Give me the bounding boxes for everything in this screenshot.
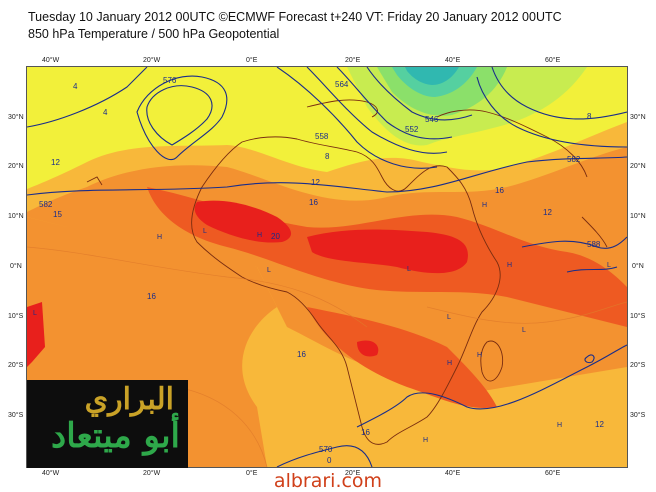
lat-label-left: 20°N bbox=[8, 163, 24, 170]
contour-label-546: 546 bbox=[425, 115, 439, 124]
low-mark: L bbox=[447, 314, 451, 321]
lat-label-right: 20°N bbox=[630, 163, 646, 170]
temp-label-16c: 16 bbox=[495, 186, 504, 195]
high-mark: H bbox=[482, 202, 487, 209]
temp-label-12d: 12 bbox=[595, 420, 604, 429]
lat-label-left: 20°S bbox=[8, 362, 24, 369]
low-mark: L bbox=[203, 228, 207, 235]
temp-label-16b: 16 bbox=[309, 198, 318, 207]
temperature-core-small bbox=[357, 340, 379, 357]
temp-label-15: 15 bbox=[53, 210, 62, 219]
high-mark: H bbox=[157, 234, 162, 241]
lon-label-bottom: 20°E bbox=[345, 470, 361, 477]
high-mark: H bbox=[507, 262, 512, 269]
temperature-core-central bbox=[307, 229, 468, 274]
lon-label-bottom: 40°E bbox=[445, 470, 461, 477]
title-line-2: 850 hPa Temperature / 500 hPa Geopotenti… bbox=[28, 27, 280, 41]
lon-label-bottom: 0°E bbox=[246, 470, 258, 477]
contour-label-570: 570 bbox=[319, 445, 333, 454]
temp-label-8a: 8 bbox=[325, 152, 330, 161]
high-mark: H bbox=[557, 422, 562, 429]
lat-label-right: 0°N bbox=[632, 263, 644, 270]
contour-label-582-west: 582 bbox=[39, 200, 53, 209]
lat-label-left: 0°N bbox=[10, 263, 22, 270]
lat-label-left: 10°S bbox=[8, 313, 24, 320]
temp-label-4b: 4 bbox=[103, 108, 108, 117]
lon-label-bottom: 20°W bbox=[143, 470, 161, 477]
temp-label-16d: 16 bbox=[297, 350, 306, 359]
temp-label-12a: 12 bbox=[51, 158, 60, 167]
lat-label-right: 30°N bbox=[630, 114, 646, 121]
temp-label-12b: 12 bbox=[311, 178, 320, 187]
contour-label-552: 552 bbox=[405, 125, 419, 134]
lat-label-left: 30°S bbox=[8, 412, 24, 419]
temperature-core-edge bbox=[27, 302, 45, 367]
contour-labels: 576 582 582 570 564 558 552 546 588 4 4 … bbox=[39, 76, 604, 465]
geopotential-contours bbox=[27, 67, 627, 467]
pressure-marks: H H H H H H H H L L L L L L L bbox=[33, 202, 611, 444]
title-line-1: Tuesday 10 January 2012 00UTC ©ECMWF For… bbox=[28, 10, 562, 24]
contour-label-576: 576 bbox=[163, 76, 177, 85]
high-mark: H bbox=[477, 352, 482, 359]
temp-label-4a: 4 bbox=[73, 82, 78, 91]
lon-label-bottom: 60°E bbox=[545, 470, 561, 477]
temp-label-16e: 16 bbox=[361, 428, 370, 437]
low-mark: L bbox=[407, 266, 411, 273]
watermark-line-2: أبو ميتعاد bbox=[51, 416, 180, 456]
lon-label-top: 40°E bbox=[445, 57, 461, 64]
temperature-field-coldest bbox=[405, 67, 459, 85]
contour-label-582-east: 582 bbox=[567, 155, 581, 164]
temp-label-0: 0 bbox=[327, 456, 332, 465]
temp-label-16a: 16 bbox=[147, 292, 156, 301]
low-mark: L bbox=[267, 267, 271, 274]
high-mark: H bbox=[257, 232, 262, 239]
contour-label-588: 588 bbox=[587, 240, 601, 249]
lon-label-top: 0°E bbox=[246, 57, 258, 64]
lon-label-top: 40°W bbox=[42, 57, 60, 64]
low-mark: L bbox=[607, 262, 611, 269]
lon-label-top: 20°E bbox=[345, 57, 361, 64]
low-mark: L bbox=[522, 327, 526, 334]
contour-label-564: 564 bbox=[335, 80, 349, 89]
watermark-logo: البراري أبو ميتعاد bbox=[27, 380, 188, 468]
watermark-line-1: البراري bbox=[84, 382, 174, 417]
lat-label-right: 10°N bbox=[630, 213, 646, 220]
lat-label-left: 30°N bbox=[8, 114, 24, 121]
lon-label-top: 60°E bbox=[545, 57, 561, 64]
low-mark: L bbox=[33, 310, 37, 317]
lon-label-bottom: 40°W bbox=[42, 470, 60, 477]
temp-label-12c: 12 bbox=[543, 208, 552, 217]
lon-label-top: 20°W bbox=[143, 57, 161, 64]
lat-label-left: 10°N bbox=[8, 213, 24, 220]
temp-label-20: 20 bbox=[271, 232, 280, 241]
temperature-core-west bbox=[194, 200, 292, 243]
lat-label-right: 10°S bbox=[630, 313, 646, 320]
site-url: albrari.com bbox=[273, 470, 383, 492]
temp-label-8b: 8 bbox=[587, 112, 592, 121]
high-mark: H bbox=[447, 360, 452, 367]
high-mark: H bbox=[423, 437, 428, 444]
lat-label-right: 20°S bbox=[630, 362, 646, 369]
contour-label-558: 558 bbox=[315, 132, 329, 141]
lat-label-right: 30°S bbox=[630, 412, 646, 419]
